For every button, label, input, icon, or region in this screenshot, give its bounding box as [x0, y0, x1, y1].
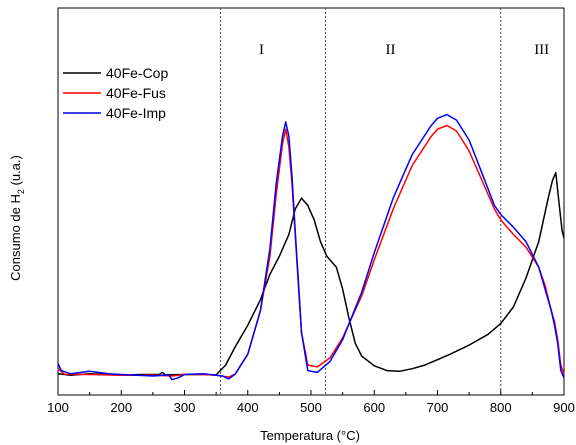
region-label-3: III	[534, 42, 549, 58]
x-tick-label-200: 200	[110, 400, 132, 415]
x-tick-label-500: 500	[300, 400, 322, 415]
region-label-2: II	[386, 42, 396, 58]
series-line-40fe-cop	[57, 171, 565, 377]
x-tick-label-300: 300	[174, 400, 196, 415]
x-tick-label-900: 900	[553, 400, 575, 415]
legend-label-40fe-fus: 40Fe-Fus	[106, 85, 166, 101]
x-tick-label-700: 700	[427, 400, 449, 415]
region-labels: I II III	[259, 42, 549, 58]
x-tick-label-600: 600	[363, 400, 385, 415]
series-line-40fe-fus	[57, 124, 565, 378]
x-tick-label-800: 800	[490, 400, 512, 415]
region-label-1: I	[259, 42, 264, 58]
x-axis-label: Temperatura (°C)	[260, 428, 360, 443]
legend: 40Fe-Cop 40Fe-Fus 40Fe-Imp	[63, 65, 168, 121]
y-axis-label-main: Consumo de H	[8, 194, 23, 281]
y-axis-label-subscript: 2	[16, 189, 26, 194]
y-axis-label-suffix: (u.a.)	[8, 155, 23, 189]
x-tick-label-100: 100	[47, 400, 69, 415]
series-line-40fe-imp	[57, 113, 565, 381]
legend-label-40fe-imp: 40Fe-Imp	[106, 105, 166, 121]
x-tick-label-400: 400	[237, 400, 259, 415]
y-axis-label: Consumo de H2 (u.a.)	[8, 155, 26, 281]
series-lines	[57, 113, 565, 381]
legend-label-40fe-cop: 40Fe-Cop	[106, 65, 168, 81]
x-axis-ticks: 100 200 300 400 500 600 700 800 900	[47, 390, 575, 415]
region-dividers	[220, 8, 502, 395]
